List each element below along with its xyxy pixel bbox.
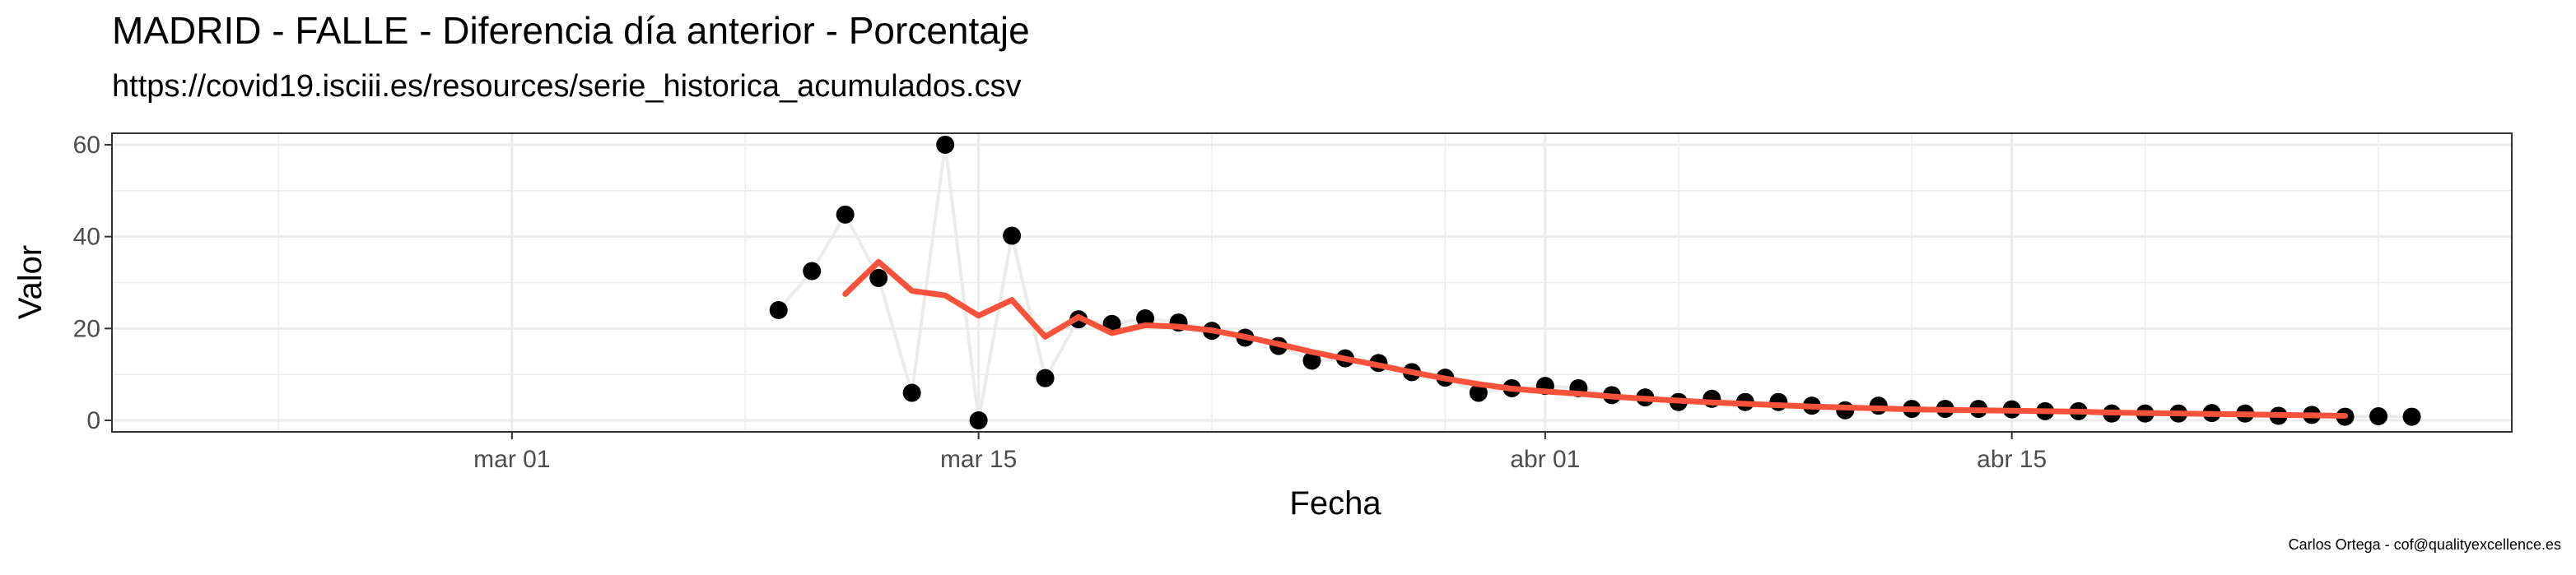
data-point — [1003, 226, 1022, 245]
x-tick-label: abr 15 — [1977, 446, 2047, 473]
data-point — [2369, 407, 2388, 426]
panel-border — [111, 132, 2513, 433]
smoothed-line-group — [842, 258, 2349, 419]
chart-subtitle: https://covid19.isciii.es/resources/seri… — [112, 69, 1022, 104]
data-point — [1469, 383, 1488, 402]
data-point — [1036, 369, 1055, 387]
data-point — [836, 205, 855, 224]
data-point — [769, 301, 788, 320]
smoothed-series-line — [842, 258, 2349, 419]
x-axis: mar 01 mar 15 abr 01 abr 15 — [473, 432, 2047, 473]
data-point — [902, 383, 921, 402]
chart-caption: Carlos Ortega - cof@qualityexcellence.es — [2288, 536, 2561, 553]
y-tick-label: 20 — [73, 315, 100, 342]
data-point — [1302, 351, 1321, 370]
x-tick-label: mar 01 — [473, 446, 550, 473]
x-tick-label: mar 15 — [940, 446, 1017, 473]
y-tick-label: 60 — [73, 132, 100, 159]
grid-lines — [112, 133, 2512, 432]
y-tick-label: 40 — [73, 224, 100, 251]
y-axis-title: Valor — [12, 245, 49, 319]
y-axis: 0 20 40 60 — [73, 132, 112, 434]
y-tick-label: 0 — [86, 407, 100, 434]
data-point — [869, 268, 888, 287]
data-point — [803, 262, 822, 281]
data-point — [969, 411, 988, 430]
x-axis-title: Fecha — [1289, 485, 1381, 522]
chart-title: MADRID - FALLE - Diferencia día anterior… — [112, 9, 1030, 52]
data-point — [936, 135, 955, 154]
data-point — [2402, 407, 2421, 426]
x-tick-label: abr 01 — [1510, 446, 1580, 473]
